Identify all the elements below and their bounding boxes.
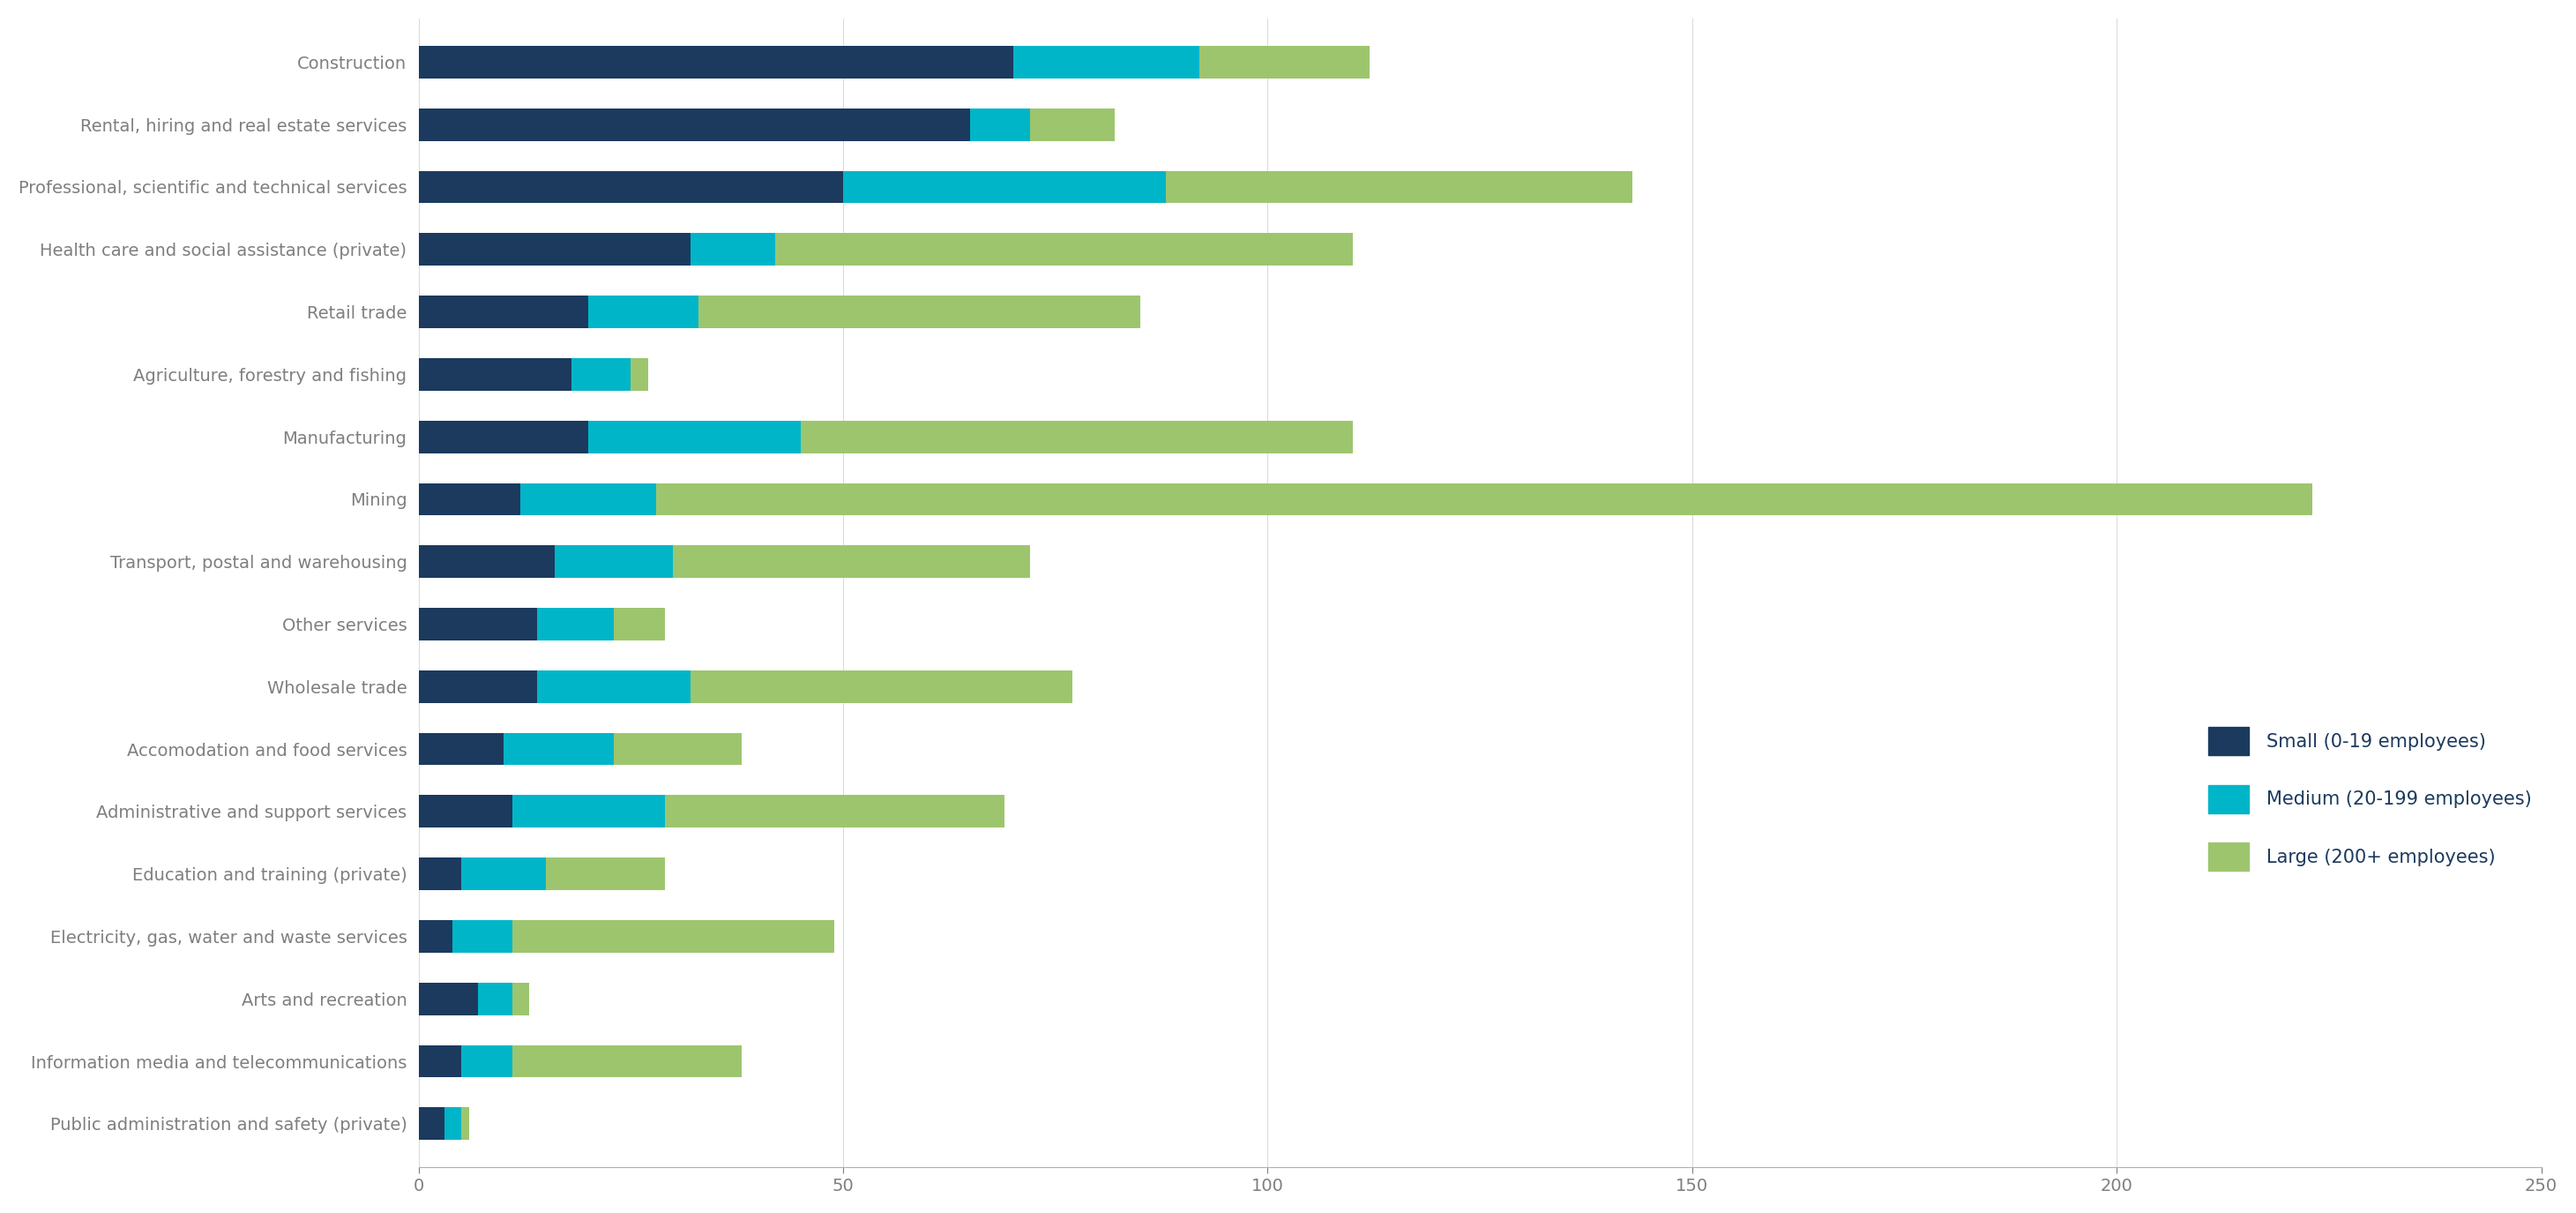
Bar xyxy=(690,671,1072,702)
Bar xyxy=(587,296,698,329)
Bar xyxy=(417,983,479,1015)
Bar xyxy=(538,671,690,702)
Bar xyxy=(513,921,835,952)
Bar xyxy=(1200,46,1370,79)
Bar xyxy=(587,421,801,452)
Bar xyxy=(631,358,647,391)
Bar xyxy=(461,1107,469,1140)
Bar xyxy=(698,296,1141,329)
Bar xyxy=(520,483,657,516)
Bar xyxy=(513,796,665,827)
Bar xyxy=(479,983,513,1015)
Bar xyxy=(417,608,538,640)
Bar xyxy=(453,921,513,952)
Bar xyxy=(513,1046,742,1077)
Bar xyxy=(613,608,665,640)
Bar xyxy=(538,608,613,640)
Bar xyxy=(461,1046,513,1077)
Bar xyxy=(417,233,690,266)
Bar xyxy=(417,1046,461,1077)
Bar xyxy=(417,796,513,827)
Bar xyxy=(1167,171,1633,204)
Bar xyxy=(417,1107,443,1140)
Bar xyxy=(417,483,520,516)
Bar xyxy=(546,858,665,890)
Bar xyxy=(417,858,461,890)
Bar xyxy=(417,733,502,765)
Bar xyxy=(417,358,572,391)
Bar xyxy=(665,796,1005,827)
Bar xyxy=(417,546,554,577)
Bar xyxy=(554,546,672,577)
Bar xyxy=(657,483,2313,516)
Bar xyxy=(513,983,528,1015)
Bar xyxy=(775,233,1352,266)
Bar xyxy=(801,421,1352,452)
Bar xyxy=(842,171,1167,204)
Bar xyxy=(417,108,971,141)
Bar xyxy=(613,733,742,765)
Bar xyxy=(417,46,1012,79)
Bar xyxy=(690,233,775,266)
Bar xyxy=(461,858,546,890)
Bar xyxy=(443,1107,461,1140)
Bar xyxy=(417,171,842,204)
Bar xyxy=(417,671,538,702)
Bar xyxy=(1012,46,1200,79)
Bar xyxy=(417,296,587,329)
Bar xyxy=(572,358,631,391)
Legend: Small (0-19 employees), Medium (20-199 employees), Large (200+ employees): Small (0-19 employees), Medium (20-199 e… xyxy=(2208,727,2532,871)
Bar xyxy=(417,921,453,952)
Bar xyxy=(672,546,1030,577)
Bar xyxy=(1030,108,1115,141)
Bar xyxy=(417,421,587,452)
Bar xyxy=(971,108,1030,141)
Bar xyxy=(502,733,613,765)
